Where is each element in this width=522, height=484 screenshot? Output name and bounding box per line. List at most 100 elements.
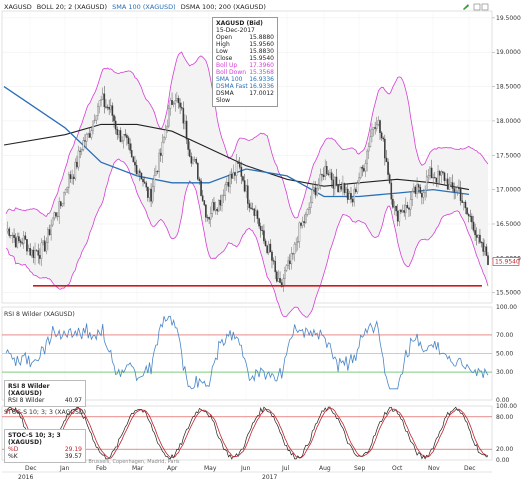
candle-body	[483, 246, 486, 252]
candle-body	[79, 150, 81, 152]
info-row: DSMA Fast 16.9336	[216, 83, 274, 90]
candle-body	[384, 138, 386, 159]
candle-body	[340, 185, 343, 190]
candle-body	[314, 187, 317, 196]
candle-body	[375, 124, 378, 129]
candle-body	[119, 130, 122, 142]
candle-body	[298, 222, 301, 242]
rsi-line	[5, 315, 489, 390]
candle-body	[459, 188, 462, 201]
candle-body	[29, 248, 31, 256]
candle-body	[95, 115, 98, 121]
candle-body	[56, 216, 59, 218]
month-label: Aug	[319, 465, 331, 472]
dsma-slow-line	[3, 123, 470, 191]
info-row: Boll Down 15.3568	[216, 69, 274, 76]
month-label: Feb	[96, 465, 107, 472]
candle-body	[205, 204, 207, 218]
candle-body	[334, 176, 336, 189]
candle-body	[255, 210, 257, 216]
info-row-value: 15.9560	[249, 41, 274, 48]
header-sma[interactable]: SMA 100 (XAGUSD)	[112, 3, 176, 11]
candle-body	[39, 255, 41, 259]
candle-body	[411, 191, 414, 200]
candle-body	[379, 120, 381, 133]
candle-body	[409, 199, 412, 210]
candle-body	[463, 201, 465, 203]
candle-body	[108, 107, 110, 110]
candle-body	[380, 132, 383, 139]
candle-body	[350, 193, 352, 200]
candle-body	[6, 228, 9, 232]
candle-body	[177, 98, 180, 104]
candle-body	[296, 241, 299, 244]
info-row: Open 15.8880	[216, 34, 274, 41]
candle-body	[32, 249, 35, 258]
candle-body	[387, 161, 389, 175]
candle-body	[364, 163, 367, 172]
candle-body	[208, 217, 210, 220]
candle-body	[43, 240, 46, 252]
candle-body	[338, 185, 341, 193]
candle-body	[353, 189, 356, 203]
candle-body	[143, 181, 146, 184]
price-axis-label: 19.5000	[496, 15, 521, 22]
stoc-axis-label: 20.00	[496, 446, 513, 453]
candle-body	[454, 190, 457, 193]
candle-body	[448, 183, 451, 190]
candle-body	[311, 189, 314, 203]
header-boll[interactable]: BOLL 20; 2 (XAGUSD)	[36, 3, 108, 11]
candle-body	[467, 213, 470, 217]
candle-body	[477, 234, 480, 238]
price-axis-label: 18.5000	[496, 84, 521, 91]
candle-body	[392, 198, 394, 208]
info-row-value: 15.3568	[249, 69, 274, 76]
header-dsma[interactable]: DSMA 100; 200 (XAGUSD)	[180, 3, 266, 11]
candle-body	[245, 185, 247, 192]
candle-body	[27, 248, 30, 252]
candle-body	[100, 99, 102, 101]
candle-body	[272, 260, 275, 262]
candle-body	[414, 186, 417, 194]
candle-body	[164, 129, 167, 138]
candle-body	[361, 166, 364, 169]
month-label: Dec	[464, 465, 476, 472]
candle-body	[316, 188, 318, 196]
candle-body	[206, 217, 209, 219]
candle-body	[90, 130, 93, 138]
candle-body	[469, 215, 472, 217]
candle-body	[97, 106, 99, 116]
candle-body	[472, 221, 475, 231]
header-symbol[interactable]: XAGUSD	[4, 3, 32, 11]
candle-body	[332, 179, 335, 189]
candle-body	[30, 249, 33, 256]
bollinger-band-fill	[6, 52, 488, 318]
candle-body	[109, 105, 112, 110]
candle-body	[71, 176, 73, 179]
candle-body	[22, 235, 25, 244]
price-panel-header[interactable]: XAGUSD BOLL 20; 2 (XAGUSD) SMA 100 (XAGU…	[4, 3, 269, 11]
candle-body	[166, 125, 169, 131]
candle-body	[382, 137, 385, 140]
stoc-k-line	[5, 406, 489, 460]
candle-body	[159, 152, 162, 156]
candle-body	[346, 188, 349, 200]
candle-body	[114, 120, 117, 130]
candle-body	[176, 98, 178, 101]
candle-body	[317, 184, 320, 189]
candle-body	[195, 159, 198, 164]
candle-body	[185, 120, 188, 140]
candle-body	[69, 174, 72, 179]
candle-body	[235, 161, 238, 176]
candle-body	[259, 225, 262, 231]
month-label: Jul	[281, 465, 290, 472]
candle-body	[58, 201, 60, 217]
candle-body	[42, 240, 44, 244]
candle-body	[121, 140, 123, 142]
candle-body	[74, 161, 77, 179]
candle-body	[180, 107, 183, 109]
candle-body	[325, 166, 328, 175]
candle-body	[371, 128, 373, 137]
candle-body	[201, 195, 204, 201]
rsi-value-box: RSI 8 Wilder (XAGUSD) RSI 8 Wilder 40.97	[4, 380, 86, 407]
